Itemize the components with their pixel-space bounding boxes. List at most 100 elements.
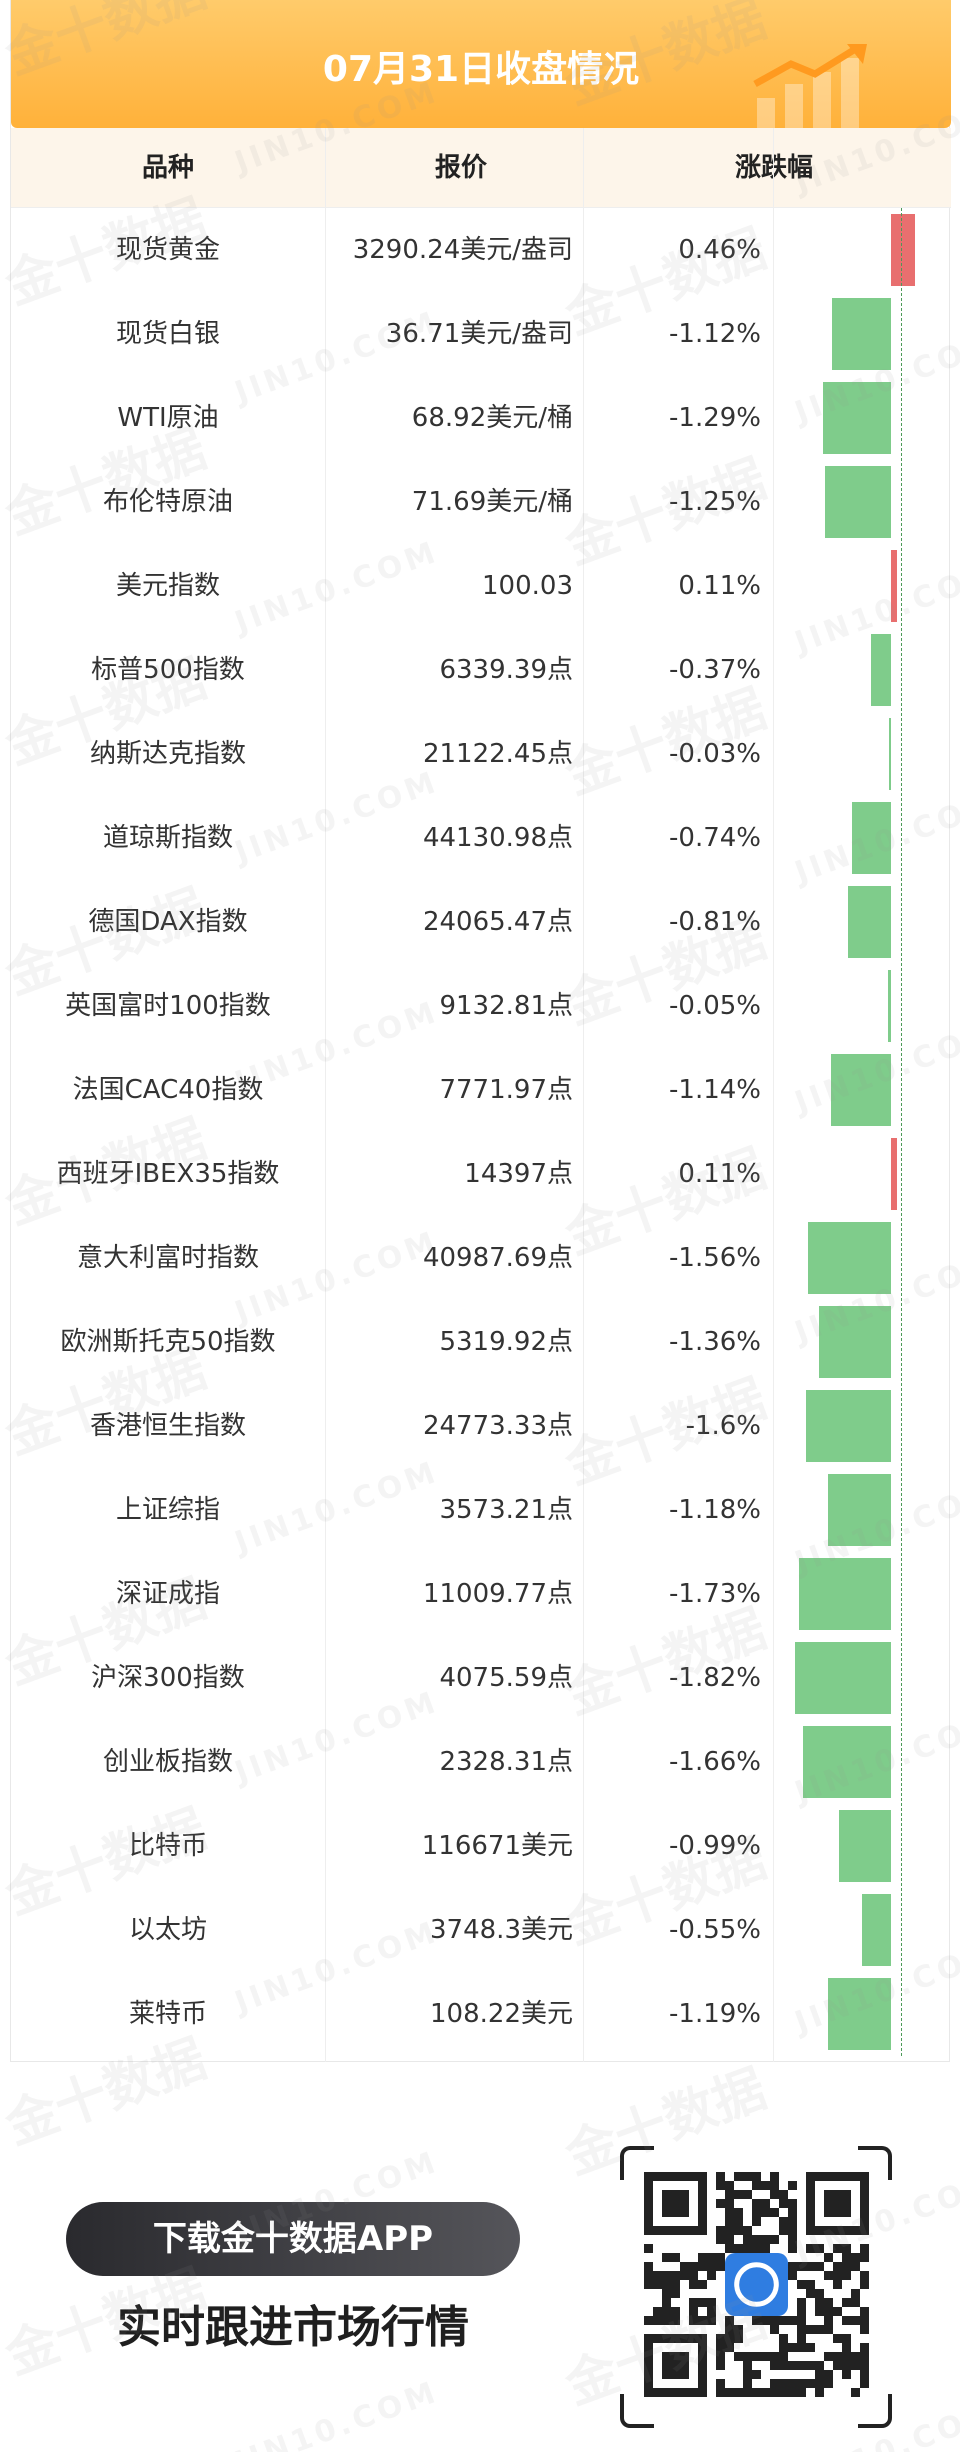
instrument-change: -0.99% bbox=[669, 1831, 761, 1861]
instrument-price: 21122.45点 bbox=[422, 739, 573, 769]
change-bar-down bbox=[806, 1390, 891, 1462]
instrument-change: -0.55% bbox=[669, 1915, 761, 1945]
instrument-change: -0.74% bbox=[669, 823, 761, 853]
instrument-name: 创业板指数 bbox=[102, 1747, 233, 1777]
change-bar-down bbox=[889, 718, 891, 790]
table-row: 道琼斯指数 44130.98点 -0.74% bbox=[11, 796, 951, 880]
change-bar-down bbox=[830, 1054, 891, 1126]
instrument-change: -1.66% bbox=[669, 1747, 761, 1777]
instrument-price: 11009.77点 bbox=[422, 1579, 573, 1609]
instrument-price: 71.69美元/桶 bbox=[411, 487, 573, 517]
qr-code-icon[interactable] bbox=[636, 2164, 876, 2410]
instrument-name: 美元指数 bbox=[115, 571, 220, 601]
change-bar-down bbox=[799, 1558, 891, 1630]
instrument-price: 9132.81点 bbox=[439, 991, 573, 1021]
change-bar-down bbox=[808, 1222, 891, 1294]
table-row: 纳斯达克指数 21122.45点 -0.03% bbox=[11, 712, 951, 796]
table-row: 德国DAX指数 24065.47点 -0.81% bbox=[11, 880, 951, 964]
table-row: 上证综指 3573.21点 -1.18% bbox=[11, 1468, 951, 1552]
instrument-change: -1.73% bbox=[669, 1579, 761, 1609]
divider bbox=[583, 128, 584, 2062]
divider bbox=[773, 128, 774, 2062]
instrument-price: 40987.69点 bbox=[422, 1243, 573, 1273]
zero-baseline bbox=[901, 208, 902, 2056]
download-app-button[interactable]: 下载金十数据APP bbox=[66, 2202, 520, 2276]
instrument-change: -1.56% bbox=[669, 1243, 761, 1273]
change-bar-down bbox=[828, 1474, 891, 1546]
table-row: 西班牙IBEX35指数 14397点 0.11% bbox=[11, 1132, 951, 1216]
instrument-price: 3290.24美元/盎司 bbox=[352, 235, 573, 265]
instrument-change: -1.82% bbox=[669, 1663, 761, 1693]
table-row: 莱特币 108.22美元 -1.19% bbox=[11, 1972, 951, 2056]
table-row: 法国CAC40指数 7771.97点 -1.14% bbox=[11, 1048, 951, 1132]
instrument-name: 深证成指 bbox=[115, 1579, 220, 1609]
table-row: 英国富时100指数 9132.81点 -0.05% bbox=[11, 964, 951, 1048]
instrument-name: 西班牙IBEX35指数 bbox=[56, 1159, 280, 1189]
qr-code-frame bbox=[620, 2146, 892, 2428]
instrument-change: 0.11% bbox=[678, 1159, 761, 1189]
divider bbox=[325, 128, 326, 2062]
instrument-change: -1.36% bbox=[669, 1327, 761, 1357]
change-bar-down bbox=[803, 1726, 891, 1798]
change-bar-down bbox=[818, 1306, 891, 1378]
instrument-price: 24773.33点 bbox=[422, 1411, 573, 1441]
instrument-name: 布伦特原油 bbox=[102, 487, 233, 517]
change-bar-up bbox=[891, 1138, 897, 1210]
qr-corner bbox=[858, 2146, 892, 2180]
instrument-price: 2328.31点 bbox=[439, 1747, 573, 1777]
table-row: 现货黄金 3290.24美元/盎司 0.46% bbox=[11, 208, 951, 292]
instrument-name: 德国DAX指数 bbox=[88, 907, 248, 937]
instrument-change: -1.14% bbox=[669, 1075, 761, 1105]
page-title: 07月31日收盘情况 bbox=[322, 49, 640, 90]
change-bar-down bbox=[861, 1894, 891, 1966]
instrument-price: 24065.47点 bbox=[422, 907, 573, 937]
change-bar-down bbox=[827, 1978, 891, 2050]
instrument-price: 6339.39点 bbox=[439, 655, 573, 685]
table-row: 香港恒生指数 24773.33点 -1.6% bbox=[11, 1384, 951, 1468]
change-bar-down bbox=[838, 1810, 891, 1882]
instrument-change: -0.05% bbox=[669, 991, 761, 1021]
instrument-name: 欧洲斯托克50指数 bbox=[60, 1327, 276, 1357]
change-bar-down bbox=[888, 970, 891, 1042]
instrument-name: 意大利富时指数 bbox=[76, 1243, 259, 1273]
instrument-name: 现货白银 bbox=[115, 319, 220, 349]
table-row: 美元指数 100.03 0.11% bbox=[11, 544, 951, 628]
promo-tagline: 实时跟进市场行情 bbox=[117, 2302, 469, 2353]
instrument-price: 3748.3美元 bbox=[430, 1915, 573, 1945]
instrument-name: 莱特币 bbox=[128, 1999, 207, 2029]
instrument-change: -0.37% bbox=[669, 655, 761, 685]
table-row: 标普500指数 6339.39点 -0.37% bbox=[11, 628, 951, 712]
instrument-change: -1.25% bbox=[669, 487, 761, 517]
instrument-price: 36.71美元/盎司 bbox=[385, 319, 573, 349]
table-row: 现货白银 36.71美元/盎司 -1.12% bbox=[11, 292, 951, 376]
instrument-change: -1.12% bbox=[669, 319, 761, 349]
instrument-price: 68.92美元/桶 bbox=[411, 403, 573, 433]
quote-card: 07月31日收盘情况 品种 报价 涨跌幅 现货黄金 3290.24美元/盎司 0.4… bbox=[10, 0, 951, 2062]
instrument-change: -0.81% bbox=[669, 907, 761, 937]
instrument-change: -1.29% bbox=[669, 403, 761, 433]
watermark: JIN10.COM bbox=[230, 2374, 444, 2452]
table-row: 欧洲斯托克50指数 5319.92点 -1.36% bbox=[11, 1300, 951, 1384]
instrument-name: 标普500指数 bbox=[91, 655, 245, 685]
table-header: 品种 报价 涨跌幅 bbox=[11, 128, 951, 208]
instrument-name: 沪深300指数 bbox=[91, 1663, 245, 1693]
table-row: 沪深300指数 4075.59点 -1.82% bbox=[11, 1636, 951, 1720]
instrument-change: -0.03% bbox=[669, 739, 761, 769]
instrument-name: 纳斯达克指数 bbox=[89, 739, 246, 769]
instrument-price: 4075.59点 bbox=[439, 1663, 573, 1693]
table-row: 创业板指数 2328.31点 -1.66% bbox=[11, 1720, 951, 1804]
instrument-price: 116671美元 bbox=[421, 1831, 573, 1861]
instrument-name: 英国富时100指数 bbox=[65, 991, 271, 1021]
table-row: 深证成指 11009.77点 -1.73% bbox=[11, 1552, 951, 1636]
change-bar-down bbox=[871, 634, 891, 706]
instrument-name: 现货黄金 bbox=[115, 235, 220, 265]
instrument-price: 44130.98点 bbox=[422, 823, 573, 853]
instrument-change: -1.18% bbox=[669, 1495, 761, 1525]
table-row: 意大利富时指数 40987.69点 -1.56% bbox=[11, 1216, 951, 1300]
instrument-name: 道琼斯指数 bbox=[102, 823, 233, 853]
instrument-price: 3573.21点 bbox=[439, 1495, 573, 1525]
table-row: 以太坊 3748.3美元 -0.55% bbox=[11, 1888, 951, 1972]
table-row: 比特币 116671美元 -0.99% bbox=[11, 1804, 951, 1888]
column-header-name: 品种 bbox=[141, 153, 194, 183]
instrument-name: 上证综指 bbox=[115, 1495, 220, 1525]
